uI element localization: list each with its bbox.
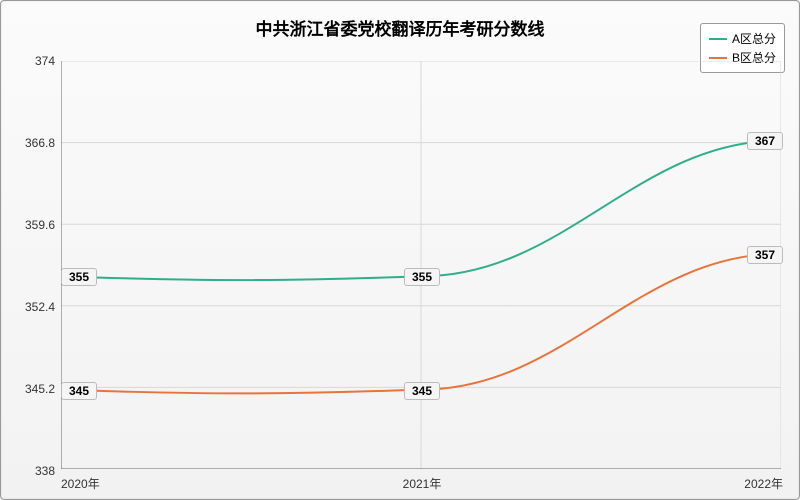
plot-area: 338345.2352.4359.6366.83742020年2021年2022…	[61, 61, 781, 469]
x-axis-label: 2020年	[61, 475, 100, 492]
chart-container: 中共浙江省委党校翻译历年考研分数线 A区总分B区总分 338345.2352.4…	[0, 0, 800, 500]
data-point-label: 345	[61, 382, 97, 400]
data-point-label: 355	[61, 268, 97, 286]
data-point-label: 367	[747, 132, 783, 150]
y-axis-label: 345.2	[25, 382, 55, 396]
data-point-label: 357	[747, 246, 783, 264]
data-point-label: 355	[404, 268, 440, 286]
chart-title: 中共浙江省委党校翻译历年考研分数线	[256, 15, 545, 40]
legend-swatch	[709, 57, 727, 59]
y-axis-label: 352.4	[25, 300, 55, 314]
data-point-label: 345	[404, 382, 440, 400]
plot-svg	[61, 61, 781, 469]
y-axis-label: 338	[35, 464, 55, 478]
x-axis-label: 2022年	[744, 475, 783, 492]
y-axis-label: 359.6	[25, 218, 55, 232]
x-axis-label: 2021年	[403, 475, 442, 492]
legend-swatch	[709, 38, 727, 40]
y-axis-label: 366.8	[25, 136, 55, 150]
y-axis-label: 374	[35, 54, 55, 68]
legend-label: A区总分	[732, 30, 776, 47]
legend-item: A区总分	[709, 30, 776, 47]
